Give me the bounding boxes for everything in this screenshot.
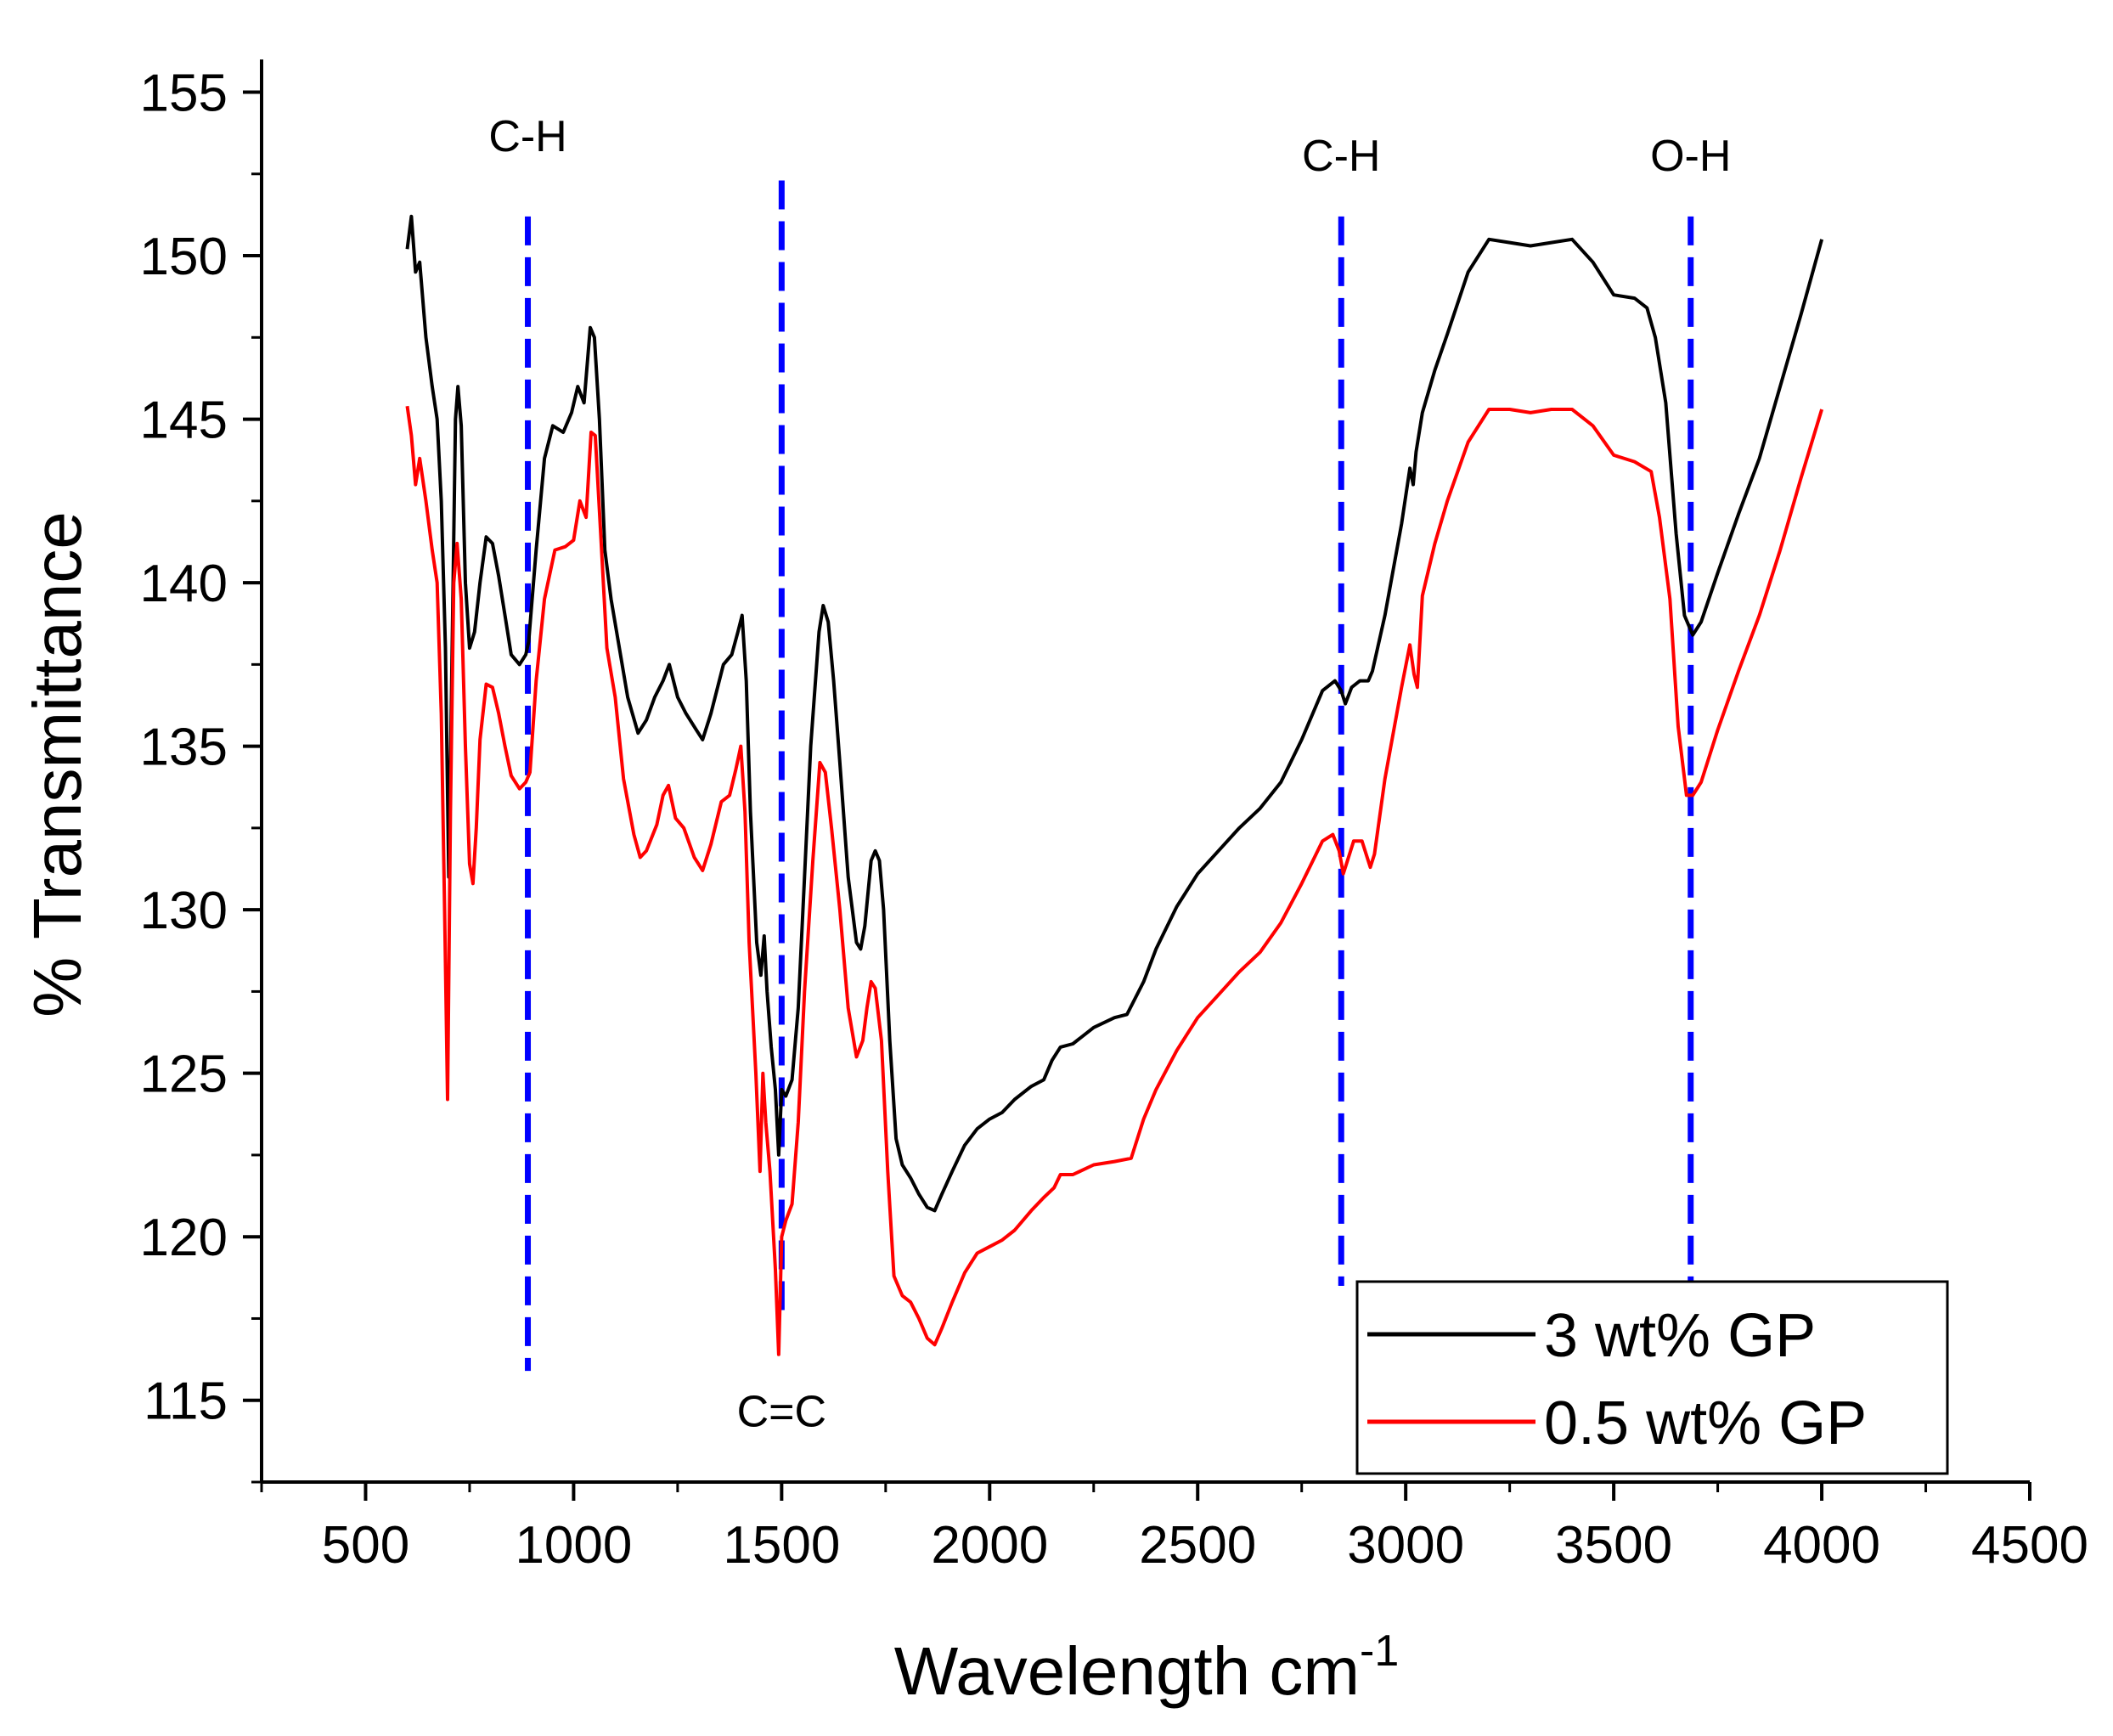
series-line-1 xyxy=(405,405,1824,1356)
annotation-label: C-H xyxy=(488,112,566,161)
x-axis-title-text: Wavelength cm xyxy=(894,1633,1360,1709)
annotation-label: C-H xyxy=(1302,132,1380,181)
y-tick-label: 115 xyxy=(144,1372,228,1431)
y-tick-label: 140 xyxy=(140,555,228,613)
x-tick-label: 4500 xyxy=(1971,1516,2088,1575)
series-line-0 xyxy=(405,214,1824,1213)
annotation-layer: C-H C=C C-H O-H xyxy=(488,112,1731,1437)
y-tick-label: 145 xyxy=(140,392,228,450)
legend: 3 wt% GP 0.5 wt% GP xyxy=(1355,1280,1949,1475)
y-axis-title: % Transmittance xyxy=(20,511,95,1017)
legend-box xyxy=(1355,1280,1949,1475)
y-tick-label: 125 xyxy=(140,1046,228,1104)
x-tick-label: 3000 xyxy=(1347,1516,1464,1575)
annotation-label: C=C xyxy=(737,1388,826,1437)
x-tick-label: 1500 xyxy=(723,1516,840,1575)
legend-label-3wt: 3 wt% GP xyxy=(1544,1302,1816,1370)
tick-layer: 500 1000 1500 2000 2500 3000 3500 4000 4500 115 12… xyxy=(140,65,2088,1575)
x-tick-label: 500 xyxy=(322,1516,409,1575)
y-tick-label: 120 xyxy=(140,1209,228,1267)
x-tick-label: 3500 xyxy=(1555,1516,1672,1575)
y-tick-label: 150 xyxy=(140,228,228,286)
legend-label-05wt: 0.5 wt% GP xyxy=(1544,1389,1867,1457)
x-tick-label: 1000 xyxy=(515,1516,632,1575)
y-tick-label: 135 xyxy=(140,719,228,777)
y-tick-label: 155 xyxy=(140,65,228,123)
axes-layer xyxy=(260,59,2030,1484)
x-axis-title: Wavelength cm-1 xyxy=(894,1626,1400,1709)
series-layer xyxy=(405,214,1824,1356)
x-axis-title-superscript: -1 xyxy=(1360,1626,1399,1676)
x-tick-label: 2000 xyxy=(931,1516,1048,1575)
y-tick-label: 130 xyxy=(140,882,228,940)
x-tick-label: 4000 xyxy=(1763,1516,1880,1575)
x-tick-label: 2500 xyxy=(1139,1516,1256,1575)
annotation-label: O-H xyxy=(1650,132,1731,181)
